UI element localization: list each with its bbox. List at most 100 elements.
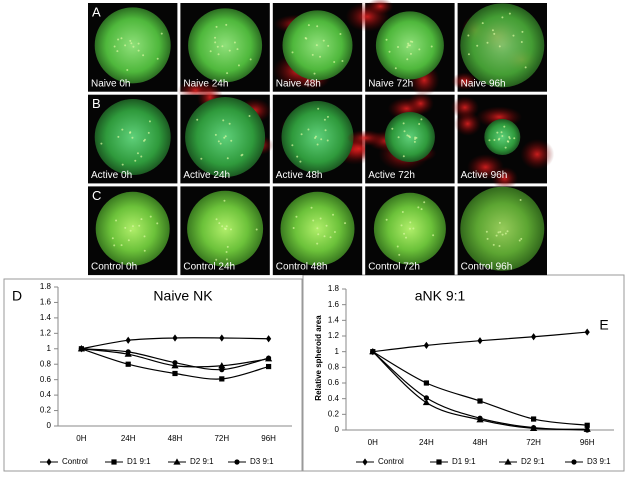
speckle [224, 135, 227, 138]
marker [584, 422, 590, 428]
speckle [412, 227, 415, 230]
speckle [248, 115, 251, 118]
speckle [311, 53, 314, 56]
legend-label: D2 9:1 [521, 457, 545, 466]
speckle [326, 139, 329, 142]
marker [423, 341, 429, 349]
marker [46, 458, 52, 466]
speckle [315, 44, 318, 47]
speckle [137, 49, 140, 52]
speckle [214, 41, 217, 44]
speckle [333, 231, 336, 234]
marker [436, 459, 442, 465]
marker [531, 333, 537, 341]
panel-caption: Control 0h [91, 262, 137, 273]
speckle [504, 146, 507, 149]
series-line [372, 351, 588, 426]
speckle [317, 107, 320, 110]
speckle [430, 45, 433, 48]
speckle [121, 128, 124, 131]
speckle [508, 137, 511, 140]
speckle [418, 123, 421, 126]
speckle [217, 53, 220, 56]
speckle [229, 228, 232, 231]
y-tick-label: 1.2 [328, 331, 340, 340]
speckle [300, 133, 303, 136]
speckle [325, 224, 328, 227]
chart-title: Naive NK [153, 288, 213, 304]
speckle [313, 72, 316, 75]
speckle [414, 136, 417, 139]
speckle [223, 199, 226, 202]
chart-title: aNK 9:1 [415, 288, 466, 304]
marker [571, 459, 577, 465]
speckle [249, 58, 252, 61]
speckle [486, 41, 489, 44]
speckle [126, 68, 129, 71]
legend-label: D1 9:1 [452, 457, 476, 466]
speckle [493, 32, 496, 35]
y-tick-label: 0.8 [328, 362, 340, 371]
panel-e-frame [302, 274, 625, 472]
speckle [129, 39, 132, 42]
speckle [501, 233, 504, 236]
marker [370, 349, 376, 355]
speckle [506, 140, 509, 143]
speckle [324, 129, 327, 132]
x-tick-label: 96H [580, 438, 595, 447]
red-stain [407, 92, 434, 115]
speckle [323, 235, 326, 238]
speckle [226, 157, 229, 160]
speckle [388, 50, 391, 53]
speckle [391, 127, 394, 130]
y-tick-label: 0.2 [328, 409, 340, 418]
speckle [223, 136, 226, 139]
speckle [520, 237, 523, 240]
speckle [521, 30, 524, 33]
speckle [124, 226, 127, 229]
speckle [402, 155, 405, 158]
speckle [405, 236, 408, 239]
speckle [215, 218, 218, 221]
y-tick-label: 0.4 [40, 390, 52, 399]
speckle [394, 67, 397, 70]
speckle [493, 138, 496, 141]
marker [266, 335, 272, 343]
speckle [420, 118, 423, 121]
speckle [148, 120, 151, 123]
speckle [506, 230, 509, 233]
speckle [226, 72, 229, 75]
speckle [143, 235, 146, 238]
x-tick-label: 0H [368, 438, 378, 447]
spheroid [94, 7, 171, 84]
x-tick-label: 72H [214, 434, 229, 443]
speckle [397, 45, 400, 48]
speckle [407, 42, 410, 45]
speckle [225, 251, 228, 254]
legend-label: D3 9:1 [587, 457, 611, 466]
speckle [417, 206, 420, 209]
speckle [319, 217, 322, 220]
speckle [316, 242, 319, 245]
speckle [501, 16, 504, 19]
speckle [226, 245, 229, 248]
panel-letter: C [92, 188, 101, 203]
speckle [136, 152, 139, 155]
speckle [323, 118, 326, 121]
speckle [341, 60, 344, 63]
speckle [292, 226, 295, 229]
marker [266, 363, 272, 370]
marker [172, 360, 178, 366]
speckle [131, 225, 134, 228]
speckle [255, 228, 258, 231]
marker [172, 370, 178, 377]
red-stain [346, 129, 384, 146]
x-tick-label: 48H [473, 438, 488, 447]
speckle [498, 45, 501, 48]
panel-letter: A [92, 4, 101, 19]
speckle [501, 135, 504, 138]
marker [584, 427, 590, 433]
y-tick-label: 1.8 [328, 284, 340, 293]
speckle [476, 44, 479, 47]
speckle [296, 155, 299, 158]
